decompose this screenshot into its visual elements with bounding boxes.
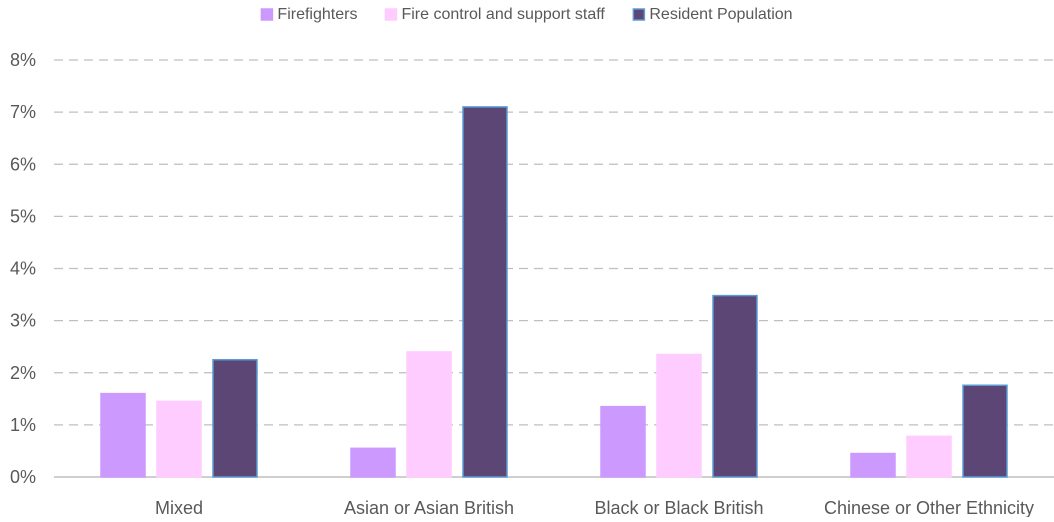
x-category-label: Mixed [155, 498, 203, 517]
bar-firefighters-1 [350, 447, 396, 478]
bar-fire-control-and-support-staff-1 [406, 351, 452, 478]
y-tick-label: 2% [10, 363, 36, 383]
legend-label: Firefighters [277, 6, 357, 23]
legend-item-fire-control-and-support-staff: Fire control and support staff [384, 6, 605, 23]
legend-swatch [260, 8, 274, 21]
gridlines [54, 59, 1054, 478]
y-axis-ticks: 0% 1% 2% 3% 4% 5% 6% 7% 8% [10, 50, 36, 487]
y-tick-label: 7% [10, 102, 36, 122]
legend-swatch [384, 8, 398, 21]
bar-fire-control-and-support-staff-3 [906, 435, 952, 478]
y-tick-label: 0% [10, 467, 36, 487]
y-tick-label: 6% [10, 154, 36, 174]
legend-swatch [632, 8, 646, 21]
y-tick-label: 8% [10, 50, 36, 70]
legend-item-firefighters: Firefighters [260, 6, 357, 23]
y-tick-label: 4% [10, 259, 36, 279]
bar-resident-population-0 [212, 358, 258, 478]
bar-firefighters-2 [600, 405, 646, 478]
bar-fire-control-and-support-staff-0 [156, 400, 202, 478]
y-tick-label: 5% [10, 206, 36, 226]
y-tick-label: 3% [10, 311, 36, 331]
legend: Firefighters Fire control and support sta… [260, 6, 793, 23]
bar-resident-population-1 [462, 106, 508, 478]
x-axis-categories: Mixed Asian or Asian British Black or Blac… [155, 498, 1034, 518]
bars [100, 106, 1008, 478]
x-category-label: Black or Black British [594, 498, 763, 517]
legend-item-resident-population: Resident Population [632, 6, 793, 23]
legend-label: Resident Population [649, 6, 792, 23]
bar-fire-control-and-support-staff-2 [656, 353, 702, 478]
bar-firefighters-0 [100, 392, 146, 478]
y-tick-label: 1% [10, 415, 36, 435]
bar-firefighters-3 [850, 452, 896, 478]
bar-resident-population-2 [712, 294, 758, 478]
x-category-label: Asian or Asian British [344, 498, 514, 517]
bar-resident-population-3 [962, 384, 1008, 478]
x-category-label: Chinese or Other Ethnicity [824, 498, 1034, 517]
legend-label: Fire control and support staff [401, 6, 605, 23]
